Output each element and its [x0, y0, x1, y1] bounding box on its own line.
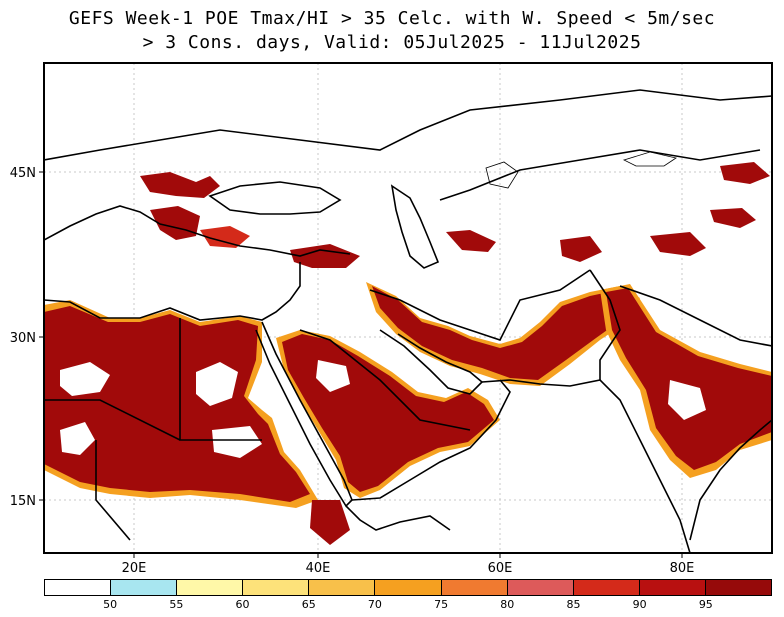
shade-india-high [606, 288, 772, 470]
africa-horn [345, 505, 451, 531]
arabia-border [299, 329, 471, 431]
shade-levant [290, 244, 360, 268]
gap-libya [60, 362, 110, 396]
legend-swatch [45, 580, 112, 595]
arabia-south-coast [351, 379, 511, 501]
india-east-coast [689, 419, 772, 541]
legend-swatch [375, 580, 442, 595]
central-asia-border [439, 149, 761, 201]
legend-swatch [111, 580, 178, 595]
gap-chad [60, 422, 95, 455]
color-legend [44, 579, 772, 596]
shade-sahara-high [44, 306, 310, 502]
probability-shading [44, 162, 772, 545]
legend-swatch [705, 580, 772, 595]
shade-greece [150, 206, 200, 240]
africa-border-3 [95, 440, 131, 541]
coastlines-borders [44, 89, 772, 553]
legend-tick-label: 65 [301, 598, 316, 611]
shade-anatolia [200, 226, 250, 248]
india-west-coast [599, 379, 691, 553]
med-coast-south [44, 262, 301, 321]
pakistan-india-border [589, 269, 621, 380]
axis-ticks [39, 171, 683, 558]
lat-label-45n: 45N [10, 166, 36, 181]
gap-arabia [316, 360, 350, 392]
shade-tibet-n [710, 208, 756, 228]
map-frame [43, 62, 773, 554]
legend-tick-label: 70 [367, 598, 382, 611]
lat-label-15n: 15N [10, 494, 36, 509]
africa-border-2 [44, 399, 181, 441]
legend-swatch [507, 580, 574, 595]
lon-label-40e: 40E [306, 561, 331, 576]
shade-mongolia [720, 162, 770, 184]
shade-ethiopia [310, 500, 350, 545]
shade-afghan [560, 236, 602, 262]
balkhash-lake [622, 151, 677, 167]
legend-swatch [441, 580, 508, 595]
lon-label-60e: 60E [488, 561, 513, 576]
gap-egypt [196, 362, 238, 406]
lon-label-20e: 20E [122, 561, 147, 576]
legend-tick-label: 90 [632, 598, 647, 611]
iran-south-coast [481, 379, 601, 387]
legend-tick-label: 55 [169, 598, 184, 611]
shade-iran-high [372, 286, 634, 380]
legend-swatch [243, 580, 310, 595]
gap-india [668, 380, 706, 420]
legend-tick-label: 80 [500, 598, 515, 611]
black-sea [208, 181, 342, 215]
map-title-line1: GEFS Week-1 POE Tmax/HI > 35 Celc. with … [68, 8, 716, 29]
lakes [485, 151, 677, 189]
legend-swatch [177, 580, 244, 595]
legend-swatch [309, 580, 376, 595]
med-coast-north [44, 205, 351, 257]
shade-caspian-east [446, 230, 496, 252]
russia-border [44, 89, 772, 161]
persian-gulf [379, 329, 484, 395]
map-title-line2: > 3 Cons. days, Valid: 05Jul2025 - 11Jul… [142, 32, 642, 53]
lon-label-80e: 80E [670, 561, 695, 576]
legend-swatch [639, 580, 706, 595]
himalaya-border [619, 285, 772, 347]
shade-tarim [650, 232, 706, 256]
legend-swatch [573, 580, 640, 595]
legend-tick-label: 75 [434, 598, 449, 611]
caspian-sea [390, 184, 440, 269]
iran-border [369, 269, 591, 341]
legend-tick-label: 60 [235, 598, 250, 611]
legend-tick-label: 95 [698, 598, 713, 611]
legend-tick-label: 50 [103, 598, 118, 611]
legend-tick-label: 85 [566, 598, 581, 611]
gap-sudan [212, 426, 262, 458]
lat-label-30n: 30N [10, 331, 36, 346]
aral-sea [485, 161, 519, 189]
red-sea [255, 321, 353, 508]
shade-balkans [140, 172, 220, 198]
